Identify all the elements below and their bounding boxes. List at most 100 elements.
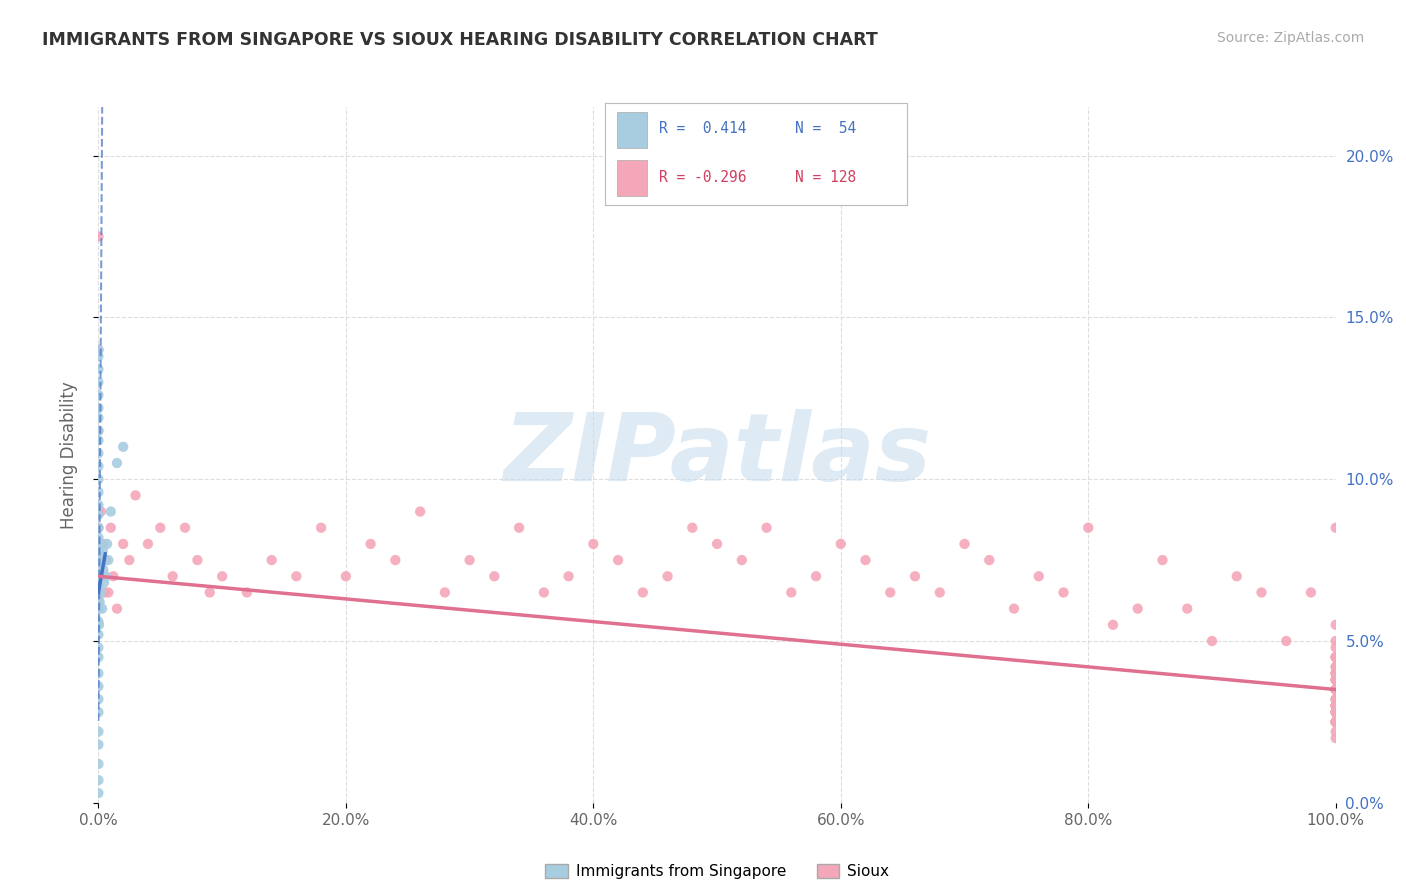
Point (100, 521, 122, 535)
Point (87, 601, 110, 615)
Point (96, 537, 118, 551)
Point (87, 666, 110, 681)
Point (87, 705, 110, 719)
Point (1324, 682, 1347, 697)
Point (1324, 650, 1347, 665)
Point (1002, 601, 1025, 615)
Point (458, 553, 481, 567)
Point (87, 692, 110, 706)
Point (1324, 666, 1347, 681)
Point (1324, 673, 1347, 687)
Point (1324, 692, 1347, 706)
Point (87, 424, 110, 438)
Point (1324, 682, 1347, 697)
Point (87, 472, 110, 486)
Point (1324, 673, 1347, 687)
Point (928, 585, 950, 599)
Point (1324, 617, 1347, 632)
Point (830, 537, 852, 551)
Point (657, 569, 679, 583)
Point (90, 585, 112, 599)
Point (433, 585, 456, 599)
Point (87, 615, 110, 629)
Point (105, 601, 128, 615)
Point (1299, 585, 1322, 599)
Text: N =  54: N = 54 (794, 121, 856, 136)
Point (87, 362, 110, 376)
Point (879, 585, 901, 599)
Point (1324, 692, 1347, 706)
Point (260, 553, 283, 567)
Point (1324, 666, 1347, 681)
Point (1324, 673, 1347, 687)
Point (1324, 682, 1347, 697)
Point (1250, 585, 1272, 599)
Point (755, 521, 778, 535)
Point (174, 521, 197, 535)
Point (508, 521, 530, 535)
Point (1152, 553, 1174, 567)
Point (1324, 705, 1347, 719)
Point (91, 601, 114, 615)
Point (360, 537, 382, 551)
Point (91, 543, 114, 558)
Point (1324, 682, 1347, 697)
Point (87, 591, 110, 606)
Point (1324, 705, 1347, 719)
Point (1324, 714, 1347, 729)
Point (1324, 714, 1347, 729)
Point (87, 459, 110, 474)
Point (1324, 666, 1347, 681)
Point (198, 585, 221, 599)
Point (1324, 640, 1347, 655)
Text: ZIPatlas: ZIPatlas (503, 409, 931, 501)
Point (90, 553, 112, 567)
Point (1324, 650, 1347, 665)
Point (149, 521, 172, 535)
Point (631, 585, 654, 599)
Point (1324, 673, 1347, 687)
Point (1324, 731, 1347, 745)
Point (136, 537, 159, 551)
Point (87, 679, 110, 693)
Point (112, 440, 135, 454)
Point (1324, 705, 1347, 719)
Point (87, 627, 110, 641)
Point (87, 229, 110, 244)
Text: Source: ZipAtlas.com: Source: ZipAtlas.com (1216, 31, 1364, 45)
Point (557, 569, 579, 583)
Text: IMMIGRANTS FROM SINGAPORE VS SIOUX HEARING DISABILITY CORRELATION CHART: IMMIGRANTS FROM SINGAPORE VS SIOUX HEARI… (42, 31, 877, 49)
Point (1226, 569, 1249, 583)
Point (87, 773, 110, 788)
Point (1324, 698, 1347, 713)
Point (89, 537, 111, 551)
Point (105, 456, 128, 470)
Point (87, 521, 110, 535)
Point (103, 569, 125, 583)
Point (1324, 660, 1347, 674)
Point (93, 575, 115, 590)
Point (1324, 650, 1347, 665)
Point (409, 504, 432, 518)
Point (87, 569, 110, 583)
Point (87, 786, 110, 800)
Point (1324, 714, 1347, 729)
Point (87, 504, 110, 518)
Point (285, 569, 308, 583)
Point (94, 553, 117, 567)
Point (211, 569, 233, 583)
Point (1324, 682, 1347, 697)
Point (582, 537, 605, 551)
Point (87, 531, 110, 545)
Point (87, 537, 110, 551)
Point (1324, 682, 1347, 697)
Point (87, 349, 110, 363)
Point (1324, 682, 1347, 697)
Point (1028, 569, 1050, 583)
Point (804, 569, 827, 583)
Point (87, 375, 110, 389)
Point (87, 756, 110, 771)
Point (87, 446, 110, 460)
Point (1324, 705, 1347, 719)
Point (162, 569, 184, 583)
